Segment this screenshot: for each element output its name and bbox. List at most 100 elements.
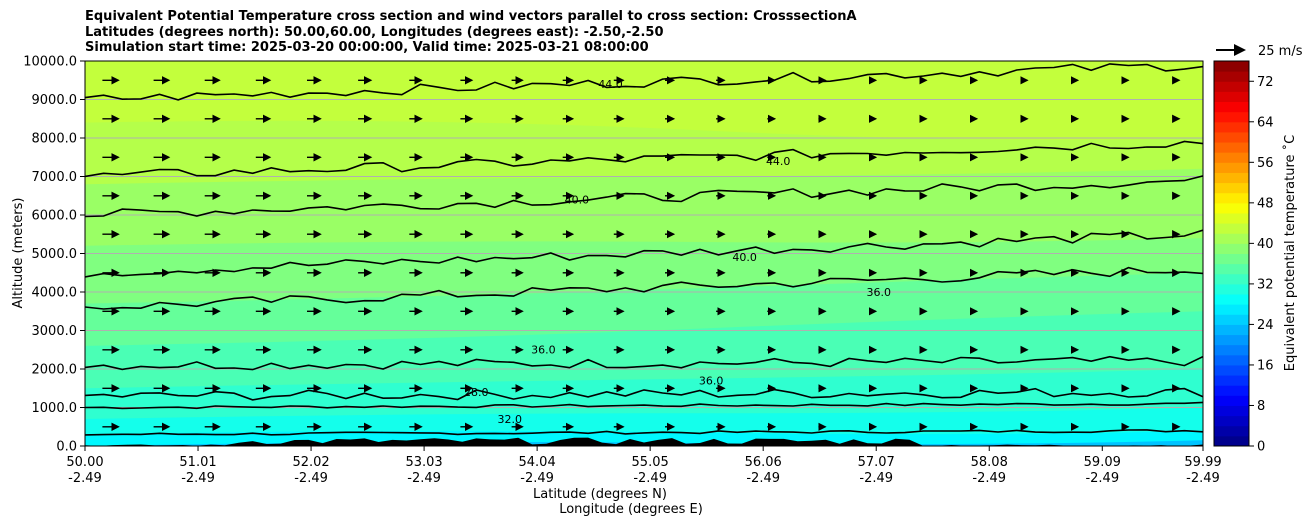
colorbar-segment xyxy=(1214,202,1249,214)
contour-label: 44.0 xyxy=(766,155,791,168)
terrain-fill xyxy=(85,437,1203,446)
colorbar-segment xyxy=(1214,212,1249,224)
y-tick-label: 7000.0 xyxy=(32,170,78,185)
x-tick-label-lat: 58.08 xyxy=(971,455,1008,470)
y-axis-ticks: 0.0 1000.0 2000.0 3000.0 4000.0 5000.0 6000.0 7… xyxy=(23,55,85,455)
terrain xyxy=(85,437,1203,446)
colorbar-segment xyxy=(1214,91,1249,103)
x-tick-label-lon: -2.49 xyxy=(294,471,328,486)
colorbar-tick-label: 64 xyxy=(1257,115,1274,130)
colorbar-segment xyxy=(1214,233,1249,244)
colorbar-frame xyxy=(1213,60,1250,447)
colorbar-segment xyxy=(1214,344,1249,356)
x-tick-label-lat: 56.06 xyxy=(745,455,782,470)
x-tick-label-lon: -2.49 xyxy=(1085,471,1119,486)
contour-line xyxy=(85,401,1203,410)
y-tick-label: 5000.0 xyxy=(32,247,78,262)
colorbar-tick-label: 72 xyxy=(1257,75,1274,90)
colorbar-segment xyxy=(1214,375,1249,386)
x-tick-label-lat: 55.05 xyxy=(632,455,669,470)
colorbar-tick-label: 0 xyxy=(1257,440,1265,455)
colorbar-segment xyxy=(1214,253,1249,265)
y-tick-label: 3000.0 xyxy=(32,324,78,339)
x-tick-label-lat: 53.03 xyxy=(405,455,442,470)
contour-label: 36.0 xyxy=(867,286,892,299)
x-tick-label-lon: -2.49 xyxy=(972,471,1006,486)
y-tick-label: 6000.0 xyxy=(32,209,78,224)
contour-label: 36.0 xyxy=(699,374,724,387)
colorbar-segment xyxy=(1214,385,1249,396)
colorbar-segment xyxy=(1214,121,1249,133)
colorbar-segment xyxy=(1214,364,1249,376)
colorbar-segment xyxy=(1214,111,1249,123)
colorbar-segment xyxy=(1214,354,1249,366)
contour-label: 28.0 xyxy=(464,386,489,399)
colorbar-segment xyxy=(1214,243,1249,254)
x-axis-title: Latitude (degrees N) xyxy=(533,487,667,502)
contour-labels: 28.0 32.0 36.0 36.0 36.0 40.0 40.0 44.0 44.0 xyxy=(464,78,891,426)
colorbar-tick-label: 24 xyxy=(1257,318,1274,333)
x-tick-label-lat: 54.04 xyxy=(519,455,556,470)
x-tick-label-lon: -2.49 xyxy=(407,471,441,486)
contour-line xyxy=(85,63,1203,101)
colorbar-segment xyxy=(1214,172,1249,184)
x-tick-label-lat: 51.01 xyxy=(179,455,216,470)
colorbar-segment xyxy=(1214,131,1249,143)
colorbar-tick-label: 40 xyxy=(1257,237,1274,252)
x-tick-label-lat: 59.99 xyxy=(1184,455,1221,470)
colorbar-segment xyxy=(1214,273,1249,285)
colorbar-segment xyxy=(1214,142,1249,153)
chart-title: Equivalent Potential Temperature cross s… xyxy=(85,9,857,56)
contour-line xyxy=(85,175,1203,218)
y-tick-label: 9000.0 xyxy=(32,93,78,108)
x-axis-title-2: Longitude (degrees E) xyxy=(559,502,703,517)
title-line-3: Simulation start time: 2025-03-20 00:00:… xyxy=(85,40,649,55)
colorbar-segment xyxy=(1214,162,1249,173)
plot-area xyxy=(85,61,1203,446)
title-line-1: Equivalent Potential Temperature cross s… xyxy=(85,9,857,24)
colorbar-segment xyxy=(1214,61,1249,72)
colorbar-tick-label: 56 xyxy=(1257,156,1274,171)
wind-vectors xyxy=(102,76,1181,431)
colorbar-segment xyxy=(1214,435,1249,447)
contour-line xyxy=(85,387,1203,401)
x-tick-label-lon: -2.49 xyxy=(520,471,554,486)
x-tick-label-lon: -2.49 xyxy=(746,471,780,486)
y-tick-label: 1000.0 xyxy=(32,401,78,416)
colorbar-segment xyxy=(1214,223,1249,234)
x-tick-label-lon: -2.49 xyxy=(633,471,667,486)
colorbar-segment xyxy=(1214,405,1249,417)
x-tick-label-lon: -2.49 xyxy=(859,471,893,486)
contour-label: 40.0 xyxy=(732,251,757,264)
contour-line xyxy=(85,355,1203,371)
contour-label: 44.0 xyxy=(598,78,623,91)
y-tick-label: 4000.0 xyxy=(32,286,78,301)
quiver-key: 25 m/s xyxy=(1216,44,1303,59)
colorbar-segment xyxy=(1214,101,1249,113)
colorbar-segment xyxy=(1214,81,1249,92)
contour-label: 32.0 xyxy=(498,413,523,426)
x-tick-label-lat: 52.02 xyxy=(292,455,329,470)
colorbar-segment xyxy=(1214,314,1249,325)
colorbar-segment xyxy=(1214,71,1249,82)
colorbar-segment xyxy=(1214,283,1249,295)
y-tick-label: 10000.0 xyxy=(23,55,77,70)
colorbar-segment xyxy=(1214,415,1249,427)
y-tick-label: 2000.0 xyxy=(32,363,78,378)
contour-lines xyxy=(85,63,1203,436)
colorbar-segment xyxy=(1214,324,1249,336)
contour-line xyxy=(85,266,1203,310)
contour-line xyxy=(85,140,1203,178)
y-tick-label: 8000.0 xyxy=(32,132,78,147)
colorbar-tick-label: 16 xyxy=(1257,358,1274,373)
x-tick-label-lat: 50.00 xyxy=(66,455,103,470)
colorbar: 0 8 16 24 32 40 48 56 64 72 Equivalent potential … xyxy=(1213,60,1298,455)
x-tick-label-lat: 57.07 xyxy=(858,455,895,470)
title-line-2: Latitudes (degrees north): 50.00,60.00, … xyxy=(85,24,664,40)
contour-line xyxy=(85,229,1203,278)
colorbar-tick-label: 32 xyxy=(1257,277,1274,292)
contour-line xyxy=(85,429,1203,436)
x-tick-label-lon: -2.49 xyxy=(68,471,102,486)
colorbar-segment xyxy=(1214,263,1249,275)
